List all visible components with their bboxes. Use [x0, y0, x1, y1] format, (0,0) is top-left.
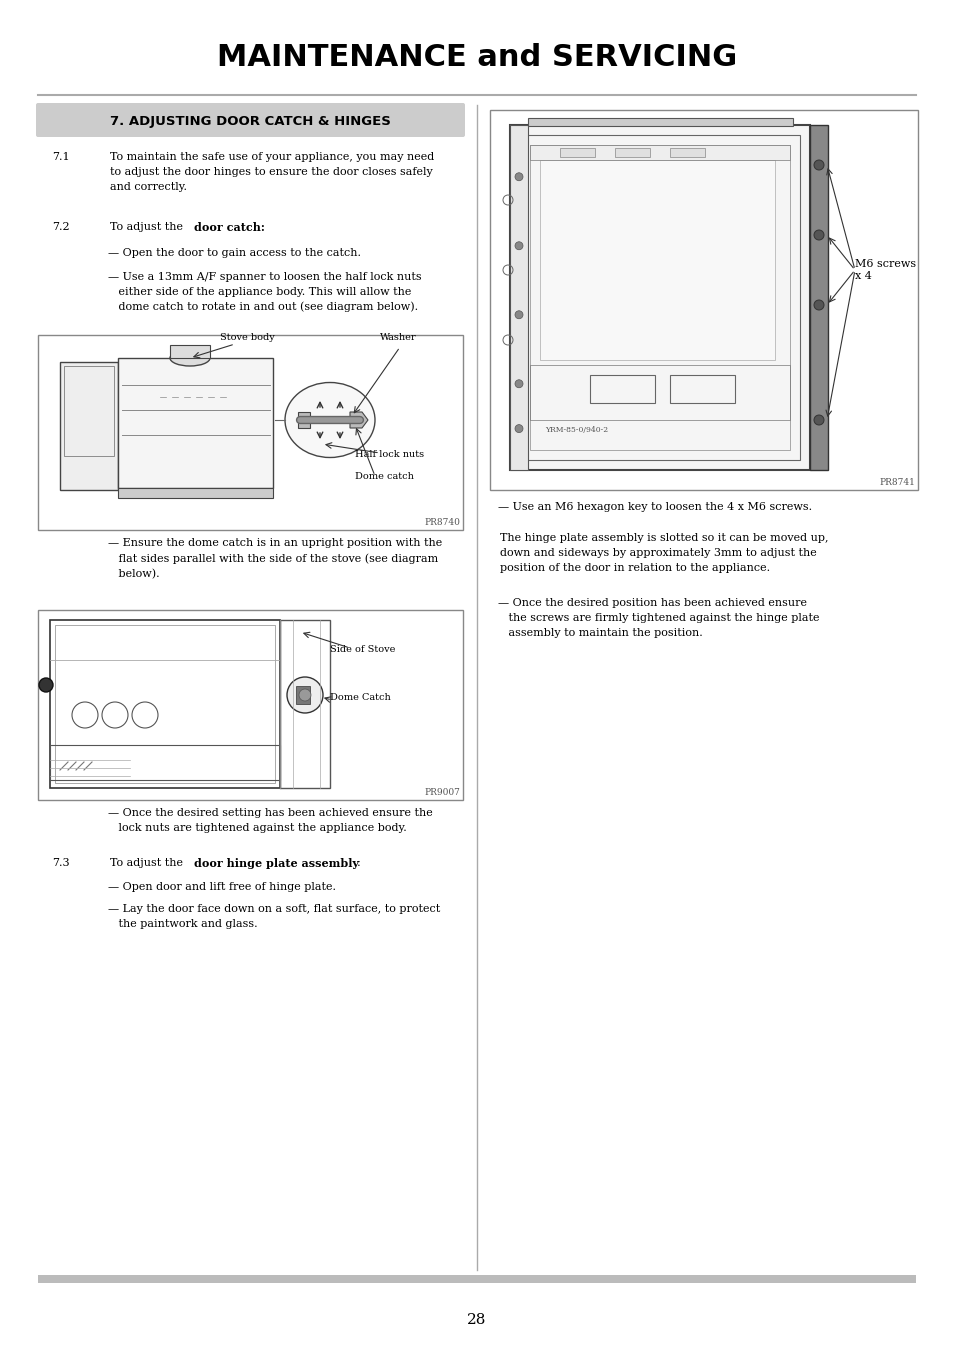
Text: YRM-85-0/940-2: YRM-85-0/940-2 [544, 427, 607, 433]
Text: The hinge plate assembly is slotted so it can be moved up,
down and sideways by : The hinge plate assembly is slotted so i… [499, 533, 827, 572]
Text: — Once the desired position has been achieved ensure
   the screws are firmly ti: — Once the desired position has been ach… [497, 598, 819, 637]
Bar [809, 126, 827, 470]
Bar [615, 148, 649, 157]
Text: — Use an M6 hexagon key to loosen the 4 x M6 screws.: — Use an M6 hexagon key to loosen the 4 … [497, 502, 811, 512]
Circle shape [813, 161, 823, 170]
Text: PR8740: PR8740 [424, 518, 459, 526]
Text: PR9007: PR9007 [424, 788, 459, 796]
Ellipse shape [170, 350, 210, 366]
FancyArrow shape [350, 412, 368, 428]
Bar [64, 366, 113, 456]
Bar [530, 364, 789, 420]
Text: 7.3: 7.3 [52, 859, 70, 868]
Text: — Ensure the dome catch is in an upright position with the
   flat sides paralle: — Ensure the dome catch is in an upright… [108, 539, 442, 579]
Text: 7. ADJUSTING DOOR CATCH & HINGES: 7. ADJUSTING DOOR CATCH & HINGES [110, 115, 390, 127]
Bar [510, 126, 809, 470]
Bar [530, 144, 789, 450]
Bar [50, 745, 280, 780]
Bar [669, 375, 734, 404]
Circle shape [813, 414, 823, 425]
Text: Dome Catch: Dome Catch [330, 693, 391, 702]
Bar [50, 620, 280, 788]
Text: door catch:: door catch: [193, 221, 265, 234]
Bar [170, 346, 210, 358]
Bar [118, 358, 273, 487]
Bar [589, 375, 655, 404]
Circle shape [813, 300, 823, 310]
Text: 7.2: 7.2 [52, 221, 70, 232]
Circle shape [39, 678, 53, 693]
Bar [559, 148, 595, 157]
Circle shape [813, 230, 823, 240]
Text: Half lock nuts: Half lock nuts [355, 450, 424, 459]
Circle shape [515, 173, 522, 181]
Circle shape [287, 676, 323, 713]
Bar [539, 161, 774, 360]
Bar [510, 126, 527, 470]
Text: Side of Stove: Side of Stove [330, 645, 395, 653]
Bar [490, 109, 917, 490]
Text: To adjust the: To adjust the [110, 221, 186, 232]
Text: To maintain the safe use of your appliance, you may need
to adjust the door hing: To maintain the safe use of your applian… [110, 153, 434, 192]
Text: door hinge plate assembly: door hinge plate assembly [193, 859, 358, 869]
Text: Stove body: Stove body [220, 333, 274, 342]
Ellipse shape [285, 382, 375, 458]
Bar [519, 135, 800, 460]
Text: M6 screws
x 4: M6 screws x 4 [854, 259, 915, 281]
Text: Washer: Washer [379, 333, 416, 342]
Text: — Once the desired setting has been achieved ensure the
   lock nuts are tighten: — Once the desired setting has been achi… [108, 809, 433, 833]
FancyBboxPatch shape [36, 103, 464, 136]
Circle shape [515, 242, 522, 250]
Circle shape [515, 425, 522, 432]
Text: :: : [356, 859, 360, 868]
Bar [530, 144, 789, 161]
Circle shape [515, 310, 522, 319]
Bar [297, 412, 310, 428]
Bar [118, 487, 273, 498]
Bar [280, 620, 330, 788]
Bar [38, 335, 462, 531]
Text: 7.1: 7.1 [52, 153, 70, 162]
Bar [527, 117, 792, 126]
Text: Dome catch: Dome catch [355, 472, 414, 481]
Text: MAINTENANCE and SERVICING: MAINTENANCE and SERVICING [216, 43, 737, 73]
Bar [55, 625, 274, 783]
Text: PR8741: PR8741 [879, 478, 914, 487]
Text: To adjust the: To adjust the [110, 859, 186, 868]
Text: — Lay the door face down on a soft, flat surface, to protect
   the paintwork an: — Lay the door face down on a soft, flat… [108, 904, 439, 929]
Text: 28: 28 [467, 1314, 486, 1327]
Text: — Open the door to gain access to the catch.: — Open the door to gain access to the ca… [108, 248, 360, 258]
Text: — Use a 13mm A/F spanner to loosen the half lock nuts
   either side of the appl: — Use a 13mm A/F spanner to loosen the h… [108, 271, 421, 312]
Bar [295, 686, 310, 703]
Bar [38, 610, 462, 801]
Circle shape [515, 379, 522, 387]
Text: — Open door and lift free of hinge plate.: — Open door and lift free of hinge plate… [108, 882, 335, 892]
Circle shape [298, 688, 311, 701]
Bar [60, 362, 118, 490]
Bar [38, 1274, 915, 1282]
Bar [669, 148, 704, 157]
